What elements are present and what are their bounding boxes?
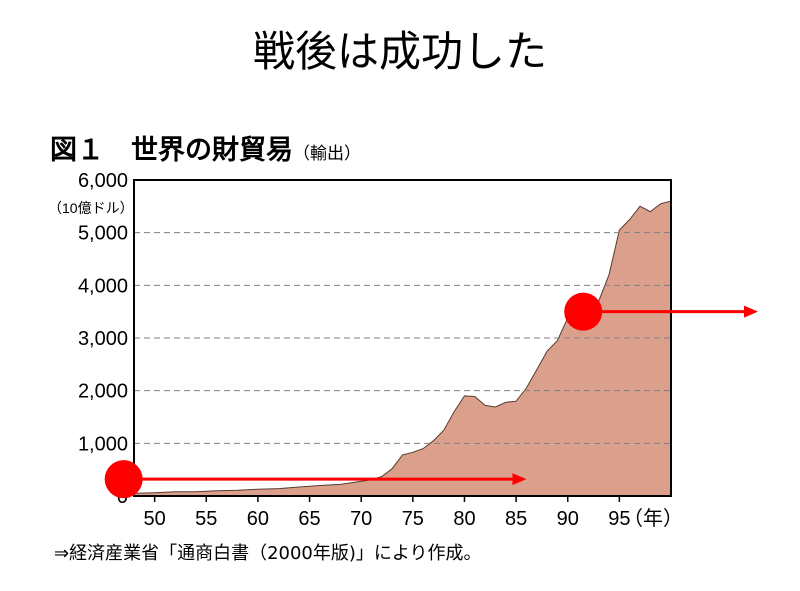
y-tick-label: 3,000 (78, 328, 128, 350)
source-note: ⇒経済産業省「通商白書（2000年版)」により作成。 (54, 543, 482, 564)
annotation-arrow-head (744, 305, 758, 318)
y-tick-label: 1,000 (78, 433, 128, 455)
x-tick-label: 55 (195, 508, 217, 530)
x-tick-label: 65 (298, 508, 320, 530)
x-tick-label: 95 (608, 508, 630, 530)
x-tick-label: 85 (505, 508, 527, 530)
plot-frame (133, 179, 672, 497)
x-tick-label: 70 (350, 508, 372, 530)
y-tick-label: 4,000 (78, 275, 128, 297)
series-area (133, 200, 672, 497)
y-axis-unit: （10億ドル） (48, 200, 134, 216)
x-axis-unit: （年） (623, 507, 683, 530)
figure-title: 図１ 世界の財貿易（輸出） (50, 128, 361, 167)
y-tick-label: 6,000 (78, 170, 128, 192)
annotation-arrow-head (512, 473, 527, 486)
x-tick-label: 80 (453, 508, 475, 530)
x-tick-label: 90 (557, 508, 579, 530)
annotation-marker (104, 460, 143, 499)
x-tick-label: 50 (144, 508, 166, 530)
x-tick-label: 75 (402, 508, 424, 530)
y-tick-label: 2,000 (78, 381, 128, 403)
annotation-marker (564, 292, 603, 331)
slide-title: 戦後は成功した (252, 27, 547, 76)
x-tick-label: 60 (247, 508, 269, 530)
y-tick-label: 5,000 (78, 223, 128, 245)
figure-subtitle: （輸出） (293, 144, 361, 164)
figure-title-text: 図１ 世界の財貿易 (50, 135, 293, 166)
